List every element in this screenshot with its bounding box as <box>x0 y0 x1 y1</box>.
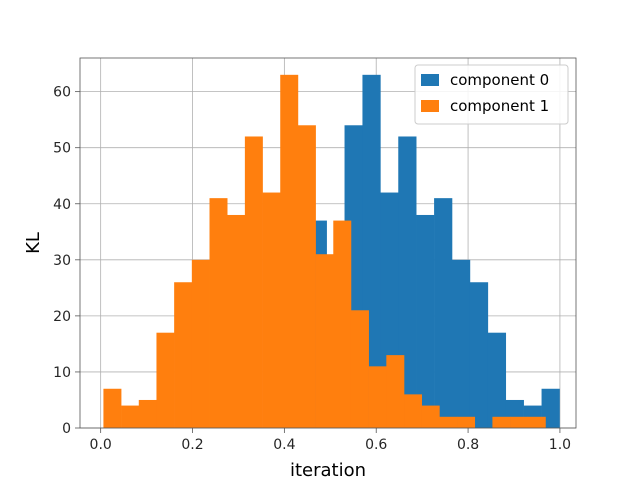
bar-component-1 <box>510 416 529 428</box>
bar-component-1 <box>138 399 157 428</box>
legend-swatch-component-0 <box>421 74 439 86</box>
legend-box <box>414 64 569 125</box>
bar-component-1 <box>244 136 263 428</box>
bar-component-0 <box>416 214 435 428</box>
bar-component-1 <box>421 405 440 428</box>
plot-frame <box>79 57 577 429</box>
bar-component-1 <box>527 416 546 428</box>
bar-component-1 <box>350 310 369 428</box>
bar-component-0 <box>541 388 560 428</box>
x-tick-label: 0.6 <box>365 437 387 453</box>
bar-component-1 <box>333 220 352 428</box>
bar-component-0 <box>452 259 471 428</box>
histogram-bars <box>103 74 560 429</box>
x-tick-label: 0.2 <box>181 437 203 453</box>
bar-component-1 <box>404 394 422 428</box>
bar-component-1 <box>121 405 140 428</box>
y-tick-label: 40 <box>53 197 71 213</box>
legend-swatch-component-1 <box>421 100 439 112</box>
axis-ticks: 0.0 0.2 0.4 0.6 0.8 1.0 0 10 20 30 40 50 60 <box>53 85 571 453</box>
y-tick-label: 10 <box>53 365 71 381</box>
bar-component-1 <box>297 125 316 428</box>
x-tick-label: 0.8 <box>457 437 479 453</box>
series-1-bars <box>103 74 546 429</box>
bar-component-1 <box>156 332 175 428</box>
bar-component-1 <box>492 416 511 428</box>
y-tick-label: 20 <box>53 309 71 325</box>
bar-component-0 <box>434 198 453 428</box>
bar-component-1 <box>227 214 246 428</box>
bar-component-0 <box>487 332 507 428</box>
bar-component-0 <box>469 282 489 428</box>
bar-component-1 <box>386 355 405 428</box>
legend-label-component-1: component 1 <box>450 97 549 115</box>
x-tick-label: 0.0 <box>90 437 112 453</box>
legend: component 0 component 1 <box>414 64 569 125</box>
bar-component-1 <box>262 192 281 428</box>
y-tick-label: 0 <box>62 421 71 437</box>
legend-label-component-0: component 0 <box>450 71 549 89</box>
x-axis-label: iteration <box>290 460 366 480</box>
y-tick-label: 60 <box>53 85 71 101</box>
bar-component-1 <box>457 416 476 428</box>
bar-component-1 <box>209 198 228 428</box>
bar-component-1 <box>439 416 458 428</box>
y-tick-label: 50 <box>53 141 71 157</box>
bar-component-1 <box>103 388 122 428</box>
bar-component-1 <box>368 366 387 428</box>
bar-component-1 <box>315 254 334 428</box>
y-tick-label: 30 <box>53 253 71 269</box>
bar-component-1 <box>280 74 299 429</box>
x-tick-label: 0.4 <box>273 437 295 453</box>
bar-component-1 <box>191 259 210 428</box>
y-axis-label: KL <box>23 232 44 254</box>
bar-component-1 <box>174 282 193 428</box>
x-tick-label: 1.0 <box>549 437 571 453</box>
